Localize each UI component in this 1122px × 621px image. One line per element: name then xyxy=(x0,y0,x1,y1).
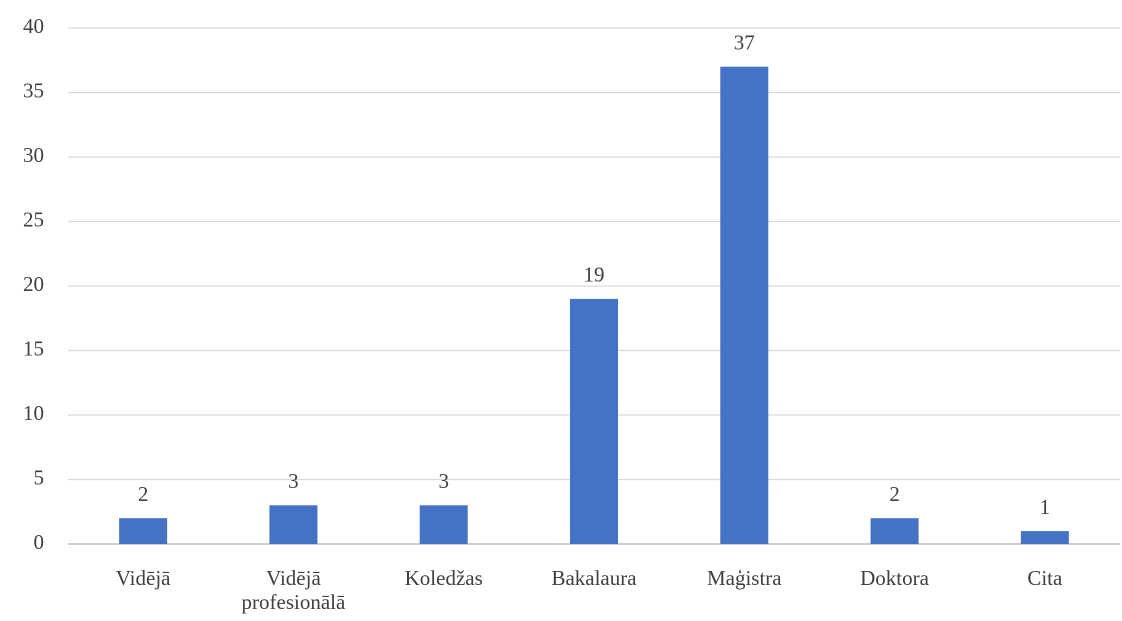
y-tick-label: 15 xyxy=(23,336,44,360)
y-tick-label: 35 xyxy=(23,78,44,102)
bar xyxy=(419,505,468,544)
y-tick-label: 5 xyxy=(34,465,45,489)
y-tick-label: 20 xyxy=(23,272,44,296)
y-tick-label: 0 xyxy=(34,530,45,554)
y-tick-label: 30 xyxy=(23,143,44,167)
bar xyxy=(119,518,168,544)
x-tick-label: Bakalaura xyxy=(551,566,637,590)
data-label: 19 xyxy=(584,263,605,287)
x-tick-label: Doktora xyxy=(860,566,929,590)
bar xyxy=(720,66,769,544)
bar xyxy=(570,298,618,544)
bar xyxy=(870,518,919,544)
data-label: 3 xyxy=(438,469,449,493)
x-tick-label: Vidējā xyxy=(115,566,171,590)
data-label: 1 xyxy=(1040,495,1051,519)
y-tick-label: 25 xyxy=(23,207,44,231)
x-tick-label: Maģistra xyxy=(706,566,782,590)
data-label: 2 xyxy=(889,482,900,506)
y-tick-label: 10 xyxy=(23,401,44,425)
bar xyxy=(269,505,318,544)
data-label: 2 xyxy=(138,482,149,506)
bar xyxy=(1020,531,1069,544)
y-tick-label: 40 xyxy=(23,14,44,38)
x-tick-label: Koledžas xyxy=(404,566,483,590)
x-tick-label: Vidējā profesionālā xyxy=(241,566,346,614)
data-label: 37 xyxy=(734,31,755,55)
x-tick-label: Cita xyxy=(1027,566,1063,590)
data-label: 3 xyxy=(288,469,299,493)
